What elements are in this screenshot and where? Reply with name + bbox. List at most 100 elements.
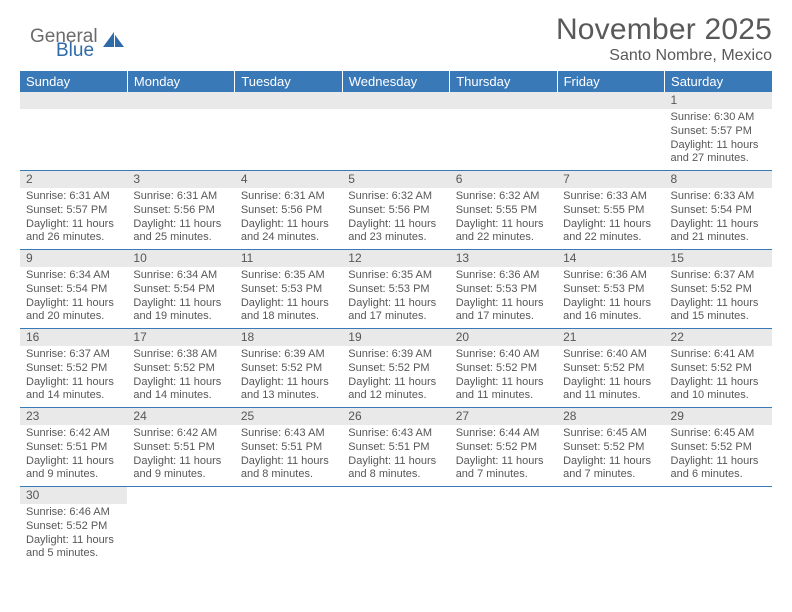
calendar-cell: Sunrise: 6:39 AMSunset: 5:52 PMDaylight:… [342,346,449,408]
sunrise-text: Sunrise: 6:40 AM [456,348,551,362]
calendar-cell: Sunrise: 6:31 AMSunset: 5:57 PMDaylight:… [20,188,127,250]
daylight-text: Daylight: 11 hours and 15 minutes. [671,297,766,325]
calendar-daynum: 18 [235,329,342,347]
calendar-cell [450,109,557,171]
sunrise-text: Sunrise: 6:39 AM [348,348,443,362]
calendar-cell: Sunrise: 6:31 AMSunset: 5:56 PMDaylight:… [127,188,234,250]
calendar-daynum: 23 [20,408,127,426]
calendar-cell: Sunrise: 6:40 AMSunset: 5:52 PMDaylight:… [450,346,557,408]
calendar-daynum [557,487,664,505]
daylight-text: Daylight: 11 hours and 7 minutes. [563,455,658,483]
sunset-text: Sunset: 5:51 PM [26,441,121,455]
sunset-text: Sunset: 5:51 PM [241,441,336,455]
calendar-daynum [665,487,772,505]
calendar-daynum [342,487,449,505]
calendar-daynum: 16 [20,329,127,347]
daylight-text: Daylight: 11 hours and 12 minutes. [348,376,443,404]
calendar-daynum: 11 [235,250,342,268]
sunrise-text: Sunrise: 6:33 AM [563,190,658,204]
sunrise-text: Sunrise: 6:32 AM [348,190,443,204]
day-number: 23 [26,409,39,423]
calendar-cell [557,504,664,565]
day-number: 18 [241,330,254,344]
calendar-daynum [235,487,342,505]
calendar-daynum: 21 [557,329,664,347]
calendar-daynum: 14 [557,250,664,268]
calendar-cell [557,109,664,171]
day-number: 21 [563,330,576,344]
calendar-cell: Sunrise: 6:35 AMSunset: 5:53 PMDaylight:… [342,267,449,329]
daylight-text: Daylight: 11 hours and 7 minutes. [456,455,551,483]
calendar-daynum: 6 [450,171,557,189]
daylight-text: Daylight: 11 hours and 19 minutes. [133,297,228,325]
sunset-text: Sunset: 5:52 PM [456,441,551,455]
sunset-text: Sunset: 5:52 PM [563,441,658,455]
daylight-text: Daylight: 11 hours and 9 minutes. [26,455,121,483]
calendar-daynum: 10 [127,250,234,268]
calendar-cell: Sunrise: 6:45 AMSunset: 5:52 PMDaylight:… [557,425,664,487]
calendar-cell [20,109,127,171]
calendar-daynum [235,92,342,109]
logo-blue-text: Blue [56,42,98,59]
calendar-cell: Sunrise: 6:34 AMSunset: 5:54 PMDaylight:… [20,267,127,329]
day-number: 4 [241,172,248,186]
day-number: 19 [348,330,361,344]
day-header: Wednesday [342,71,449,92]
daylight-text: Daylight: 11 hours and 17 minutes. [456,297,551,325]
calendar-cell: Sunrise: 6:44 AMSunset: 5:52 PMDaylight:… [450,425,557,487]
calendar-daynum: 28 [557,408,664,426]
daylight-text: Daylight: 11 hours and 24 minutes. [241,218,336,246]
calendar-cell [127,109,234,171]
calendar-cell: Sunrise: 6:36 AMSunset: 5:53 PMDaylight:… [557,267,664,329]
daylight-text: Daylight: 11 hours and 16 minutes. [563,297,658,325]
daylight-text: Daylight: 11 hours and 6 minutes. [671,455,766,483]
day-number: 15 [671,251,684,265]
daylight-text: Daylight: 11 hours and 11 minutes. [563,376,658,404]
calendar-cell: Sunrise: 6:40 AMSunset: 5:52 PMDaylight:… [557,346,664,408]
sunset-text: Sunset: 5:52 PM [348,362,443,376]
sunrise-text: Sunrise: 6:42 AM [133,427,228,441]
sunrise-text: Sunrise: 6:32 AM [456,190,551,204]
daylight-text: Daylight: 11 hours and 8 minutes. [241,455,336,483]
calendar-daynum [342,92,449,109]
calendar-daynum: 24 [127,408,234,426]
day-number: 14 [563,251,576,265]
daylight-text: Daylight: 11 hours and 13 minutes. [241,376,336,404]
calendar-cell: Sunrise: 6:34 AMSunset: 5:54 PMDaylight:… [127,267,234,329]
daylight-text: Daylight: 11 hours and 20 minutes. [26,297,121,325]
page-location: Santo Nombre, Mexico [20,47,772,65]
daylight-text: Daylight: 11 hours and 9 minutes. [133,455,228,483]
day-header: Thursday [450,71,557,92]
calendar-cell: Sunrise: 6:43 AMSunset: 5:51 PMDaylight:… [342,425,449,487]
day-number: 1 [671,93,678,107]
day-header: Friday [557,71,664,92]
calendar-daynum [557,92,664,109]
day-number: 13 [456,251,469,265]
calendar-daynum: 29 [665,408,772,426]
calendar-cell [450,504,557,565]
calendar-daynum-row: 23242526272829 [20,408,772,426]
sunset-text: Sunset: 5:56 PM [348,204,443,218]
sunset-text: Sunset: 5:52 PM [456,362,551,376]
day-header: Monday [127,71,234,92]
sunset-text: Sunset: 5:55 PM [563,204,658,218]
day-number: 29 [671,409,684,423]
sunrise-text: Sunrise: 6:31 AM [133,190,228,204]
calendar-cell: Sunrise: 6:35 AMSunset: 5:53 PMDaylight:… [235,267,342,329]
sunset-text: Sunset: 5:51 PM [133,441,228,455]
daylight-text: Daylight: 11 hours and 8 minutes. [348,455,443,483]
sunset-text: Sunset: 5:52 PM [671,283,766,297]
calendar-cell [665,504,772,565]
day-number: 25 [241,409,254,423]
calendar-daynum: 30 [20,487,127,505]
calendar-cell: Sunrise: 6:42 AMSunset: 5:51 PMDaylight:… [127,425,234,487]
calendar-cell [342,109,449,171]
day-number: 10 [133,251,146,265]
calendar-content-row: Sunrise: 6:30 AMSunset: 5:57 PMDaylight:… [20,109,772,171]
day-header: Tuesday [235,71,342,92]
calendar-daynum [450,92,557,109]
daylight-text: Daylight: 11 hours and 23 minutes. [348,218,443,246]
sunset-text: Sunset: 5:54 PM [26,283,121,297]
calendar-cell: Sunrise: 6:32 AMSunset: 5:56 PMDaylight:… [342,188,449,250]
sunrise-text: Sunrise: 6:39 AM [241,348,336,362]
